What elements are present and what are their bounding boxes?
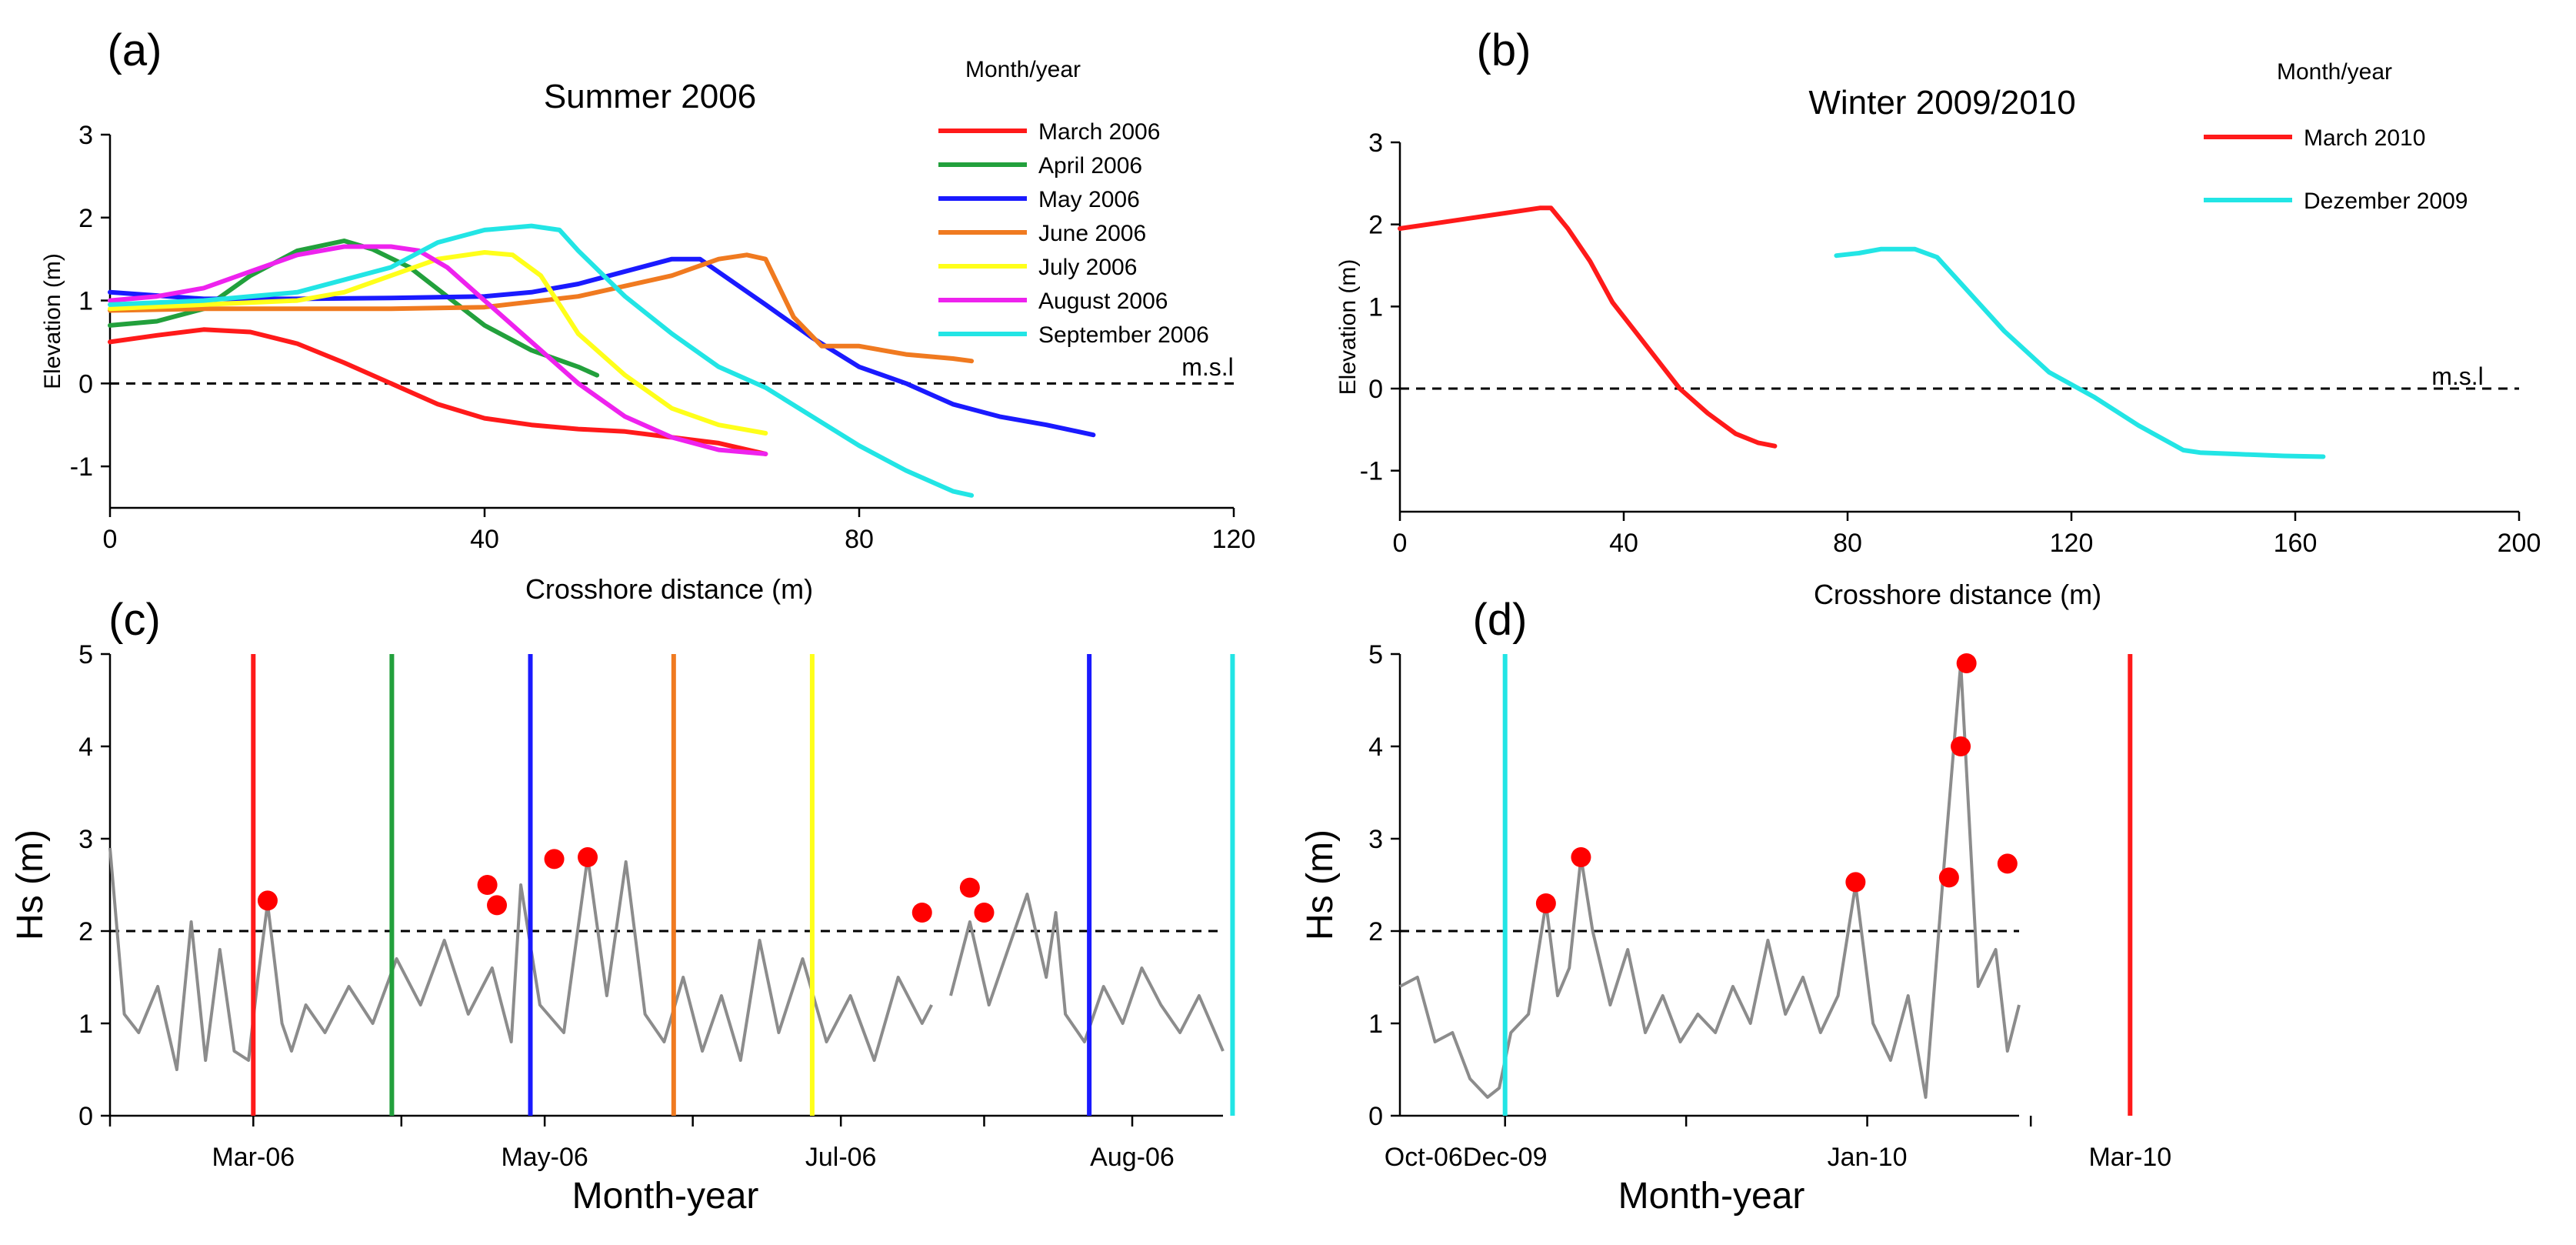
x-tick-label: Mar-10 [2088, 1143, 2171, 1172]
y-axis-label: Elevation (m) [40, 253, 65, 389]
hs-series-2 [949, 893, 1225, 1052]
x-tick-label: 160 [2274, 529, 2318, 558]
x-tick-label: 40 [1609, 529, 1638, 558]
x-axis-label: Month-year [572, 1176, 759, 1217]
chart-title: Winter 2009/2010 [1808, 84, 2075, 122]
x-tick-label: 120 [2050, 529, 2094, 558]
y-tick-label: 4 [78, 733, 93, 762]
hs-series-1 [1399, 662, 2021, 1099]
storm-peak-marker-7 [1997, 853, 2018, 874]
x-tick-label: Dec-09 [1463, 1143, 1548, 1172]
x-tick-label: Oct-06 [1385, 1143, 1463, 1172]
y-tick-label: 0 [78, 369, 93, 399]
y-tick-label: 5 [1368, 640, 1383, 669]
y-tick-label: 2 [78, 917, 93, 946]
legend-entry: August 2006 [1038, 289, 1168, 314]
legend-entry: July 2006 [1038, 255, 1137, 280]
y-tick-label: 1 [1368, 292, 1383, 322]
x-tick-label: Mar-06 [212, 1143, 295, 1172]
x-tick-label: 80 [845, 525, 874, 554]
y-tick-label: 0 [1368, 1102, 1383, 1131]
panel-label: (c) [108, 595, 161, 645]
y-tick-label: -1 [1360, 457, 1383, 486]
panel-c: (c) 0 1 2 3 4 5 Mar-06 May-06 Jul-06 Aug-06 Oct-06 M… [10, 595, 1463, 1217]
series-line-5 [108, 250, 768, 436]
storm-peak-marker-6 [1956, 653, 1977, 673]
x-tick-label: Aug-06 [1090, 1143, 1175, 1172]
y-tick-label: 1 [1368, 1010, 1383, 1039]
storm-peak-marker-2 [1571, 847, 1591, 867]
x-axis-label: Crosshore distance (m) [525, 573, 813, 605]
x-tick-label: Jul-06 [805, 1143, 877, 1172]
storm-peak-marker-5 [578, 847, 598, 867]
y-tick-label: 0 [78, 1102, 93, 1131]
legend-entry: September 2006 [1038, 322, 1209, 348]
x-tick-label: Jan-10 [1828, 1143, 1908, 1172]
y-axis-label: Elevation (m) [1335, 259, 1361, 396]
legend-entry: June 2006 [1038, 221, 1146, 246]
storm-peak-marker-1 [257, 890, 278, 911]
storm-peak-marker-7 [959, 877, 980, 898]
y-axis-label: Hs (m) [10, 829, 51, 940]
series-line-1 [108, 327, 768, 456]
storm-peak-marker-4 [544, 849, 565, 869]
y-tick-label: 2 [78, 204, 93, 233]
x-tick-label: May-06 [501, 1143, 588, 1172]
storm-peak-marker-6 [911, 903, 932, 923]
storm-peak-marker-3 [1845, 872, 1866, 893]
y-tick-label: 2 [1368, 917, 1383, 946]
storm-peak-marker-3 [487, 895, 508, 916]
panel-a: (a) Summer 2006 -1 0 1 2 3 0 40 80 120 Crosshore di… [40, 25, 1255, 605]
y-tick-label: 3 [78, 121, 93, 150]
msl-label: m.s.l [2431, 362, 2484, 390]
series-line-3 [108, 256, 1096, 438]
msl-label: m.s.l [1181, 353, 1234, 381]
panel-d: (d) 0 1 2 3 4 5 Dec-09 Jan-10 Mar-10 Month-year Hs … [1300, 595, 2171, 1217]
y-tick-label: 4 [1368, 733, 1383, 762]
y-tick-label: 3 [78, 825, 93, 854]
panel-label: (b) [1477, 25, 1531, 75]
x-axis-label: Crosshore distance (m) [1814, 579, 2101, 610]
x-axis-label: Month-year [1618, 1176, 1805, 1217]
y-tick-label: 3 [1368, 129, 1383, 158]
y-axis-label: Hs (m) [1300, 829, 1341, 940]
series-line-4 [108, 252, 975, 364]
y-tick-label: 3 [1368, 825, 1383, 854]
series-line-2 [1834, 246, 2326, 459]
legend-title: Month/year [2277, 59, 2392, 85]
y-tick-label: 2 [1368, 211, 1383, 240]
x-tick-label: 0 [103, 525, 118, 554]
x-tick-label: 80 [1833, 529, 1862, 558]
y-tick-label: -1 [70, 452, 93, 482]
x-tick-label: 120 [1212, 525, 1256, 554]
legend-entry: May 2006 [1038, 187, 1140, 212]
storm-peak-marker-4 [1938, 867, 1959, 888]
storm-peak-marker-5 [1951, 736, 1971, 756]
y-tick-label: 1 [78, 1010, 93, 1039]
series-line-1 [1398, 205, 1778, 449]
legend-title: Month/year [965, 57, 1081, 82]
storm-peak-marker-8 [974, 903, 995, 923]
y-tick-label: 0 [1368, 375, 1383, 404]
x-tick-label: 40 [470, 525, 499, 554]
y-tick-label: 5 [78, 640, 93, 669]
legend-entry: April 2006 [1038, 153, 1142, 179]
legend-entry: Dezember 2009 [2304, 189, 2468, 214]
y-tick-label: 1 [78, 287, 93, 316]
chart-title: Summer 2006 [544, 78, 756, 115]
storm-peak-marker-1 [1535, 893, 1556, 913]
hs-series-1 [108, 847, 933, 1071]
series-line-6 [108, 244, 768, 456]
x-tick-label: 0 [1393, 529, 1408, 558]
x-tick-label: 200 [2498, 529, 2541, 558]
series-line-7 [108, 223, 975, 498]
legend-entry: March 2006 [1038, 119, 1160, 145]
panel-b: (b) Winter 2009/2010 -1 0 1 2 3 0 40 80 120 160 200 C… [1335, 25, 2541, 610]
panel-label: (a) [108, 25, 162, 75]
legend-entry: March 2010 [2304, 125, 2425, 151]
panel-label: (d) [1473, 595, 1528, 645]
storm-peak-marker-2 [477, 875, 498, 895]
